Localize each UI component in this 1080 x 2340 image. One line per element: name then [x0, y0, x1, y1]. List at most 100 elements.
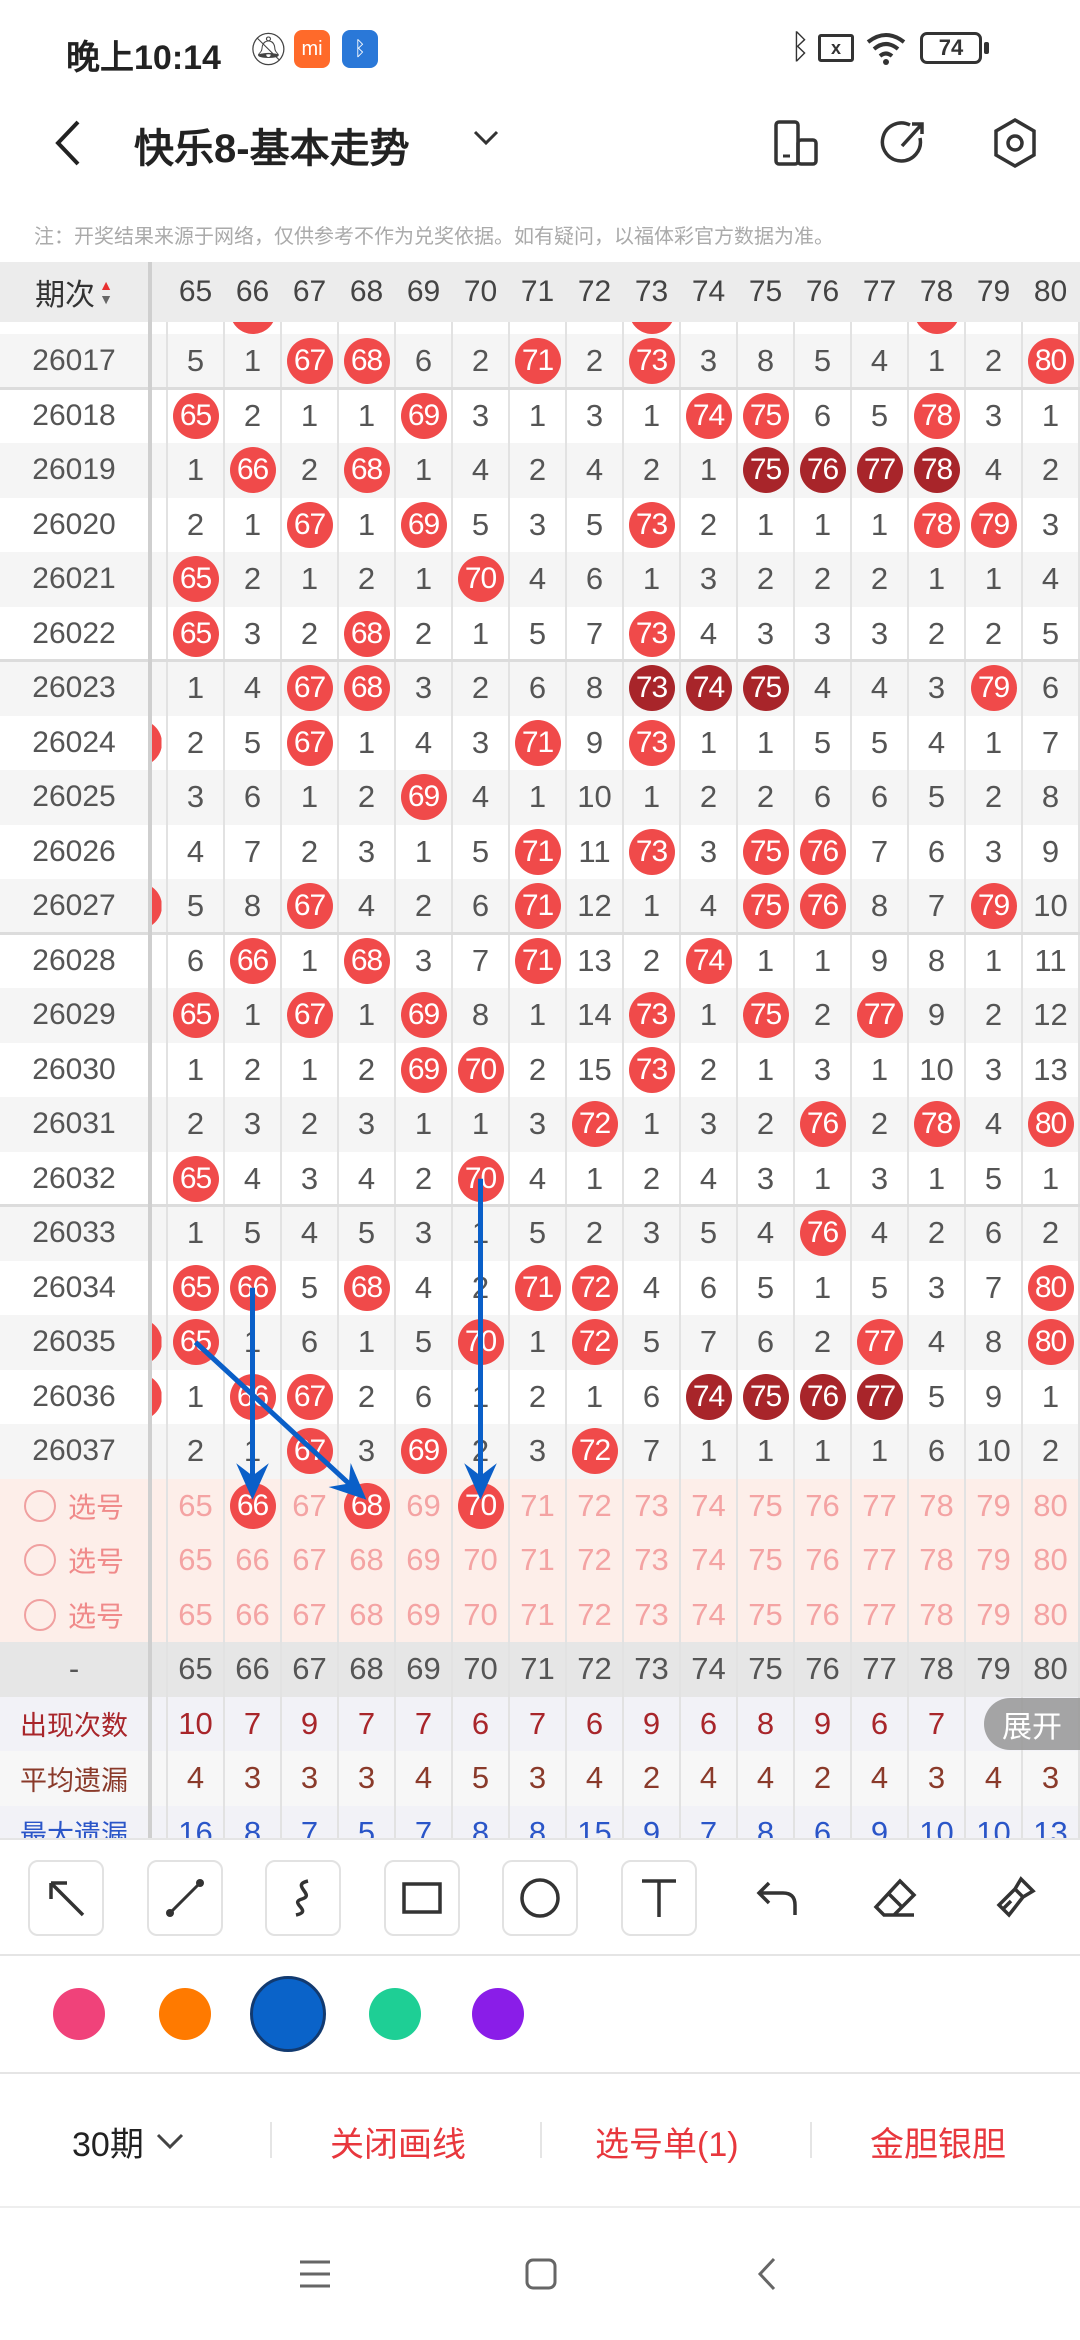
select-number[interactable]: 80 [1033, 1542, 1068, 1578]
table-cell: 2 [585, 343, 604, 379]
nav-back-icon[interactable] [756, 2256, 778, 2292]
menu-icon[interactable] [298, 2258, 332, 2290]
table-cell: 67 [281, 988, 338, 1043]
select-number[interactable]: 70 [452, 1479, 509, 1534]
select-number[interactable]: 73 [634, 1596, 669, 1632]
color-swatch[interactable] [159, 1988, 211, 2040]
clear-brush-button[interactable] [976, 1860, 1052, 1936]
select-number[interactable]: 67 [292, 1596, 327, 1632]
select-row-toggle[interactable]: 选号 [0, 1588, 148, 1643]
text-tool-button[interactable] [621, 1860, 697, 1936]
select-number[interactable]: 77 [862, 1542, 897, 1578]
select-number[interactable]: 77 [862, 1596, 897, 1632]
back-icon[interactable] [50, 118, 86, 168]
close-draw-button[interactable]: 关闭画线 [330, 2125, 466, 2164]
select-number[interactable]: 71 [520, 1487, 555, 1523]
eraser-button[interactable] [857, 1860, 933, 1936]
select-number[interactable]: 78 [919, 1596, 954, 1632]
select-number[interactable]: 80 [1033, 1487, 1068, 1523]
select-number[interactable]: 75 [748, 1542, 783, 1578]
select-number[interactable]: 65 [178, 1542, 213, 1578]
radio-icon[interactable] [23, 1489, 56, 1522]
select-number[interactable]: 80 [1033, 1596, 1068, 1632]
table-cell: 7 [585, 615, 604, 651]
color-swatch[interactable] [250, 1976, 326, 2052]
share-icon[interactable] [880, 118, 930, 168]
table-cell: 71 [509, 934, 566, 989]
select-number[interactable]: 76 [805, 1596, 840, 1632]
rectangle-tool-button[interactable] [384, 1860, 460, 1936]
column-divider [451, 322, 453, 1838]
period-header[interactable]: 期次 ▲ ▼ [0, 262, 148, 322]
select-number[interactable]: 66 [224, 1479, 281, 1534]
select-row-toggle[interactable]: 选号 [0, 1479, 148, 1534]
select-number[interactable]: 79 [976, 1596, 1011, 1632]
line-tool-button[interactable] [147, 1860, 223, 1936]
undo-button[interactable] [740, 1860, 816, 1936]
gold-silver-button[interactable]: 金胆银胆 [870, 2125, 1006, 2164]
select-number[interactable]: 79 [976, 1542, 1011, 1578]
column-header: 70 [463, 275, 498, 308]
select-number[interactable]: 78 [919, 1542, 954, 1578]
arrow-tool-button[interactable] [28, 1860, 104, 1936]
table-cell: 4 [984, 452, 1003, 488]
select-number[interactable]: 78 [919, 1487, 954, 1523]
select-number[interactable]: 77 [862, 1487, 897, 1523]
select-number[interactable]: 76 [805, 1487, 840, 1523]
select-number[interactable]: 70 [463, 1596, 498, 1632]
color-swatch[interactable] [53, 1988, 105, 2040]
table-cell: 3 [186, 779, 205, 815]
hit-ball: 69 [400, 774, 447, 821]
home-icon[interactable] [524, 2257, 558, 2291]
select-number[interactable]: 69 [406, 1487, 441, 1523]
radio-icon[interactable] [23, 1544, 56, 1577]
select-number[interactable]: 75 [748, 1596, 783, 1632]
period-select[interactable]: 30期 [72, 2074, 190, 2208]
select-number[interactable]: 73 [634, 1487, 669, 1523]
select-number[interactable]: 72 [577, 1542, 612, 1578]
table-cell: 13 [1033, 1051, 1068, 1087]
color-swatch[interactable] [369, 1988, 421, 2040]
hit-ball: 65 [172, 610, 219, 657]
page-title[interactable]: 快乐8-基本走势 [134, 127, 410, 171]
select-number[interactable]: 65 [178, 1596, 213, 1632]
circle-tool-button[interactable] [502, 1860, 578, 1936]
select-number[interactable]: 72 [577, 1596, 612, 1632]
settings-icon[interactable] [990, 116, 1040, 170]
selection-list-button[interactable]: 选号单(1) [595, 2125, 739, 2164]
hit-ball: 67 [286, 338, 333, 385]
table-cell: 5 [813, 724, 832, 760]
sort-icon[interactable]: ▲ ▼ [99, 277, 113, 307]
select-number[interactable]: 73 [634, 1542, 669, 1578]
select-number[interactable]: 75 [748, 1487, 783, 1523]
select-number[interactable]: 69 [406, 1542, 441, 1578]
select-number[interactable]: 74 [691, 1487, 726, 1523]
phone-layout-icon[interactable] [772, 118, 822, 168]
hit-ball: 69 [400, 1428, 447, 1475]
radio-icon[interactable] [23, 1598, 56, 1631]
curve-tool-button[interactable] [265, 1860, 341, 1936]
select-number[interactable]: 67 [292, 1487, 327, 1523]
expand-button[interactable]: 展开 [984, 1698, 1080, 1750]
select-number[interactable]: 68 [338, 1479, 395, 1534]
select-number[interactable]: 72 [577, 1487, 612, 1523]
select-number[interactable]: 74 [691, 1542, 726, 1578]
select-number[interactable]: 66 [235, 1596, 270, 1632]
select-number[interactable]: 68 [349, 1596, 384, 1632]
select-number[interactable]: 76 [805, 1542, 840, 1578]
select-number[interactable]: 65 [178, 1487, 213, 1523]
select-number[interactable]: 71 [520, 1596, 555, 1632]
select-number[interactable]: 67 [292, 1542, 327, 1578]
select-number[interactable]: 66 [235, 1542, 270, 1578]
select-row-toggle[interactable]: 选号 [0, 1533, 148, 1588]
select-number[interactable]: 68 [349, 1542, 384, 1578]
select-number[interactable]: 69 [406, 1596, 441, 1632]
column-header: 68 [349, 275, 384, 308]
color-swatch[interactable] [472, 1988, 524, 2040]
select-number[interactable]: 79 [976, 1487, 1011, 1523]
select-number[interactable]: 70 [463, 1542, 498, 1578]
chevron-down-icon[interactable] [472, 128, 500, 148]
select-number[interactable]: 74 [691, 1596, 726, 1632]
table-cell: 6 [414, 343, 433, 379]
select-number[interactable]: 71 [520, 1542, 555, 1578]
